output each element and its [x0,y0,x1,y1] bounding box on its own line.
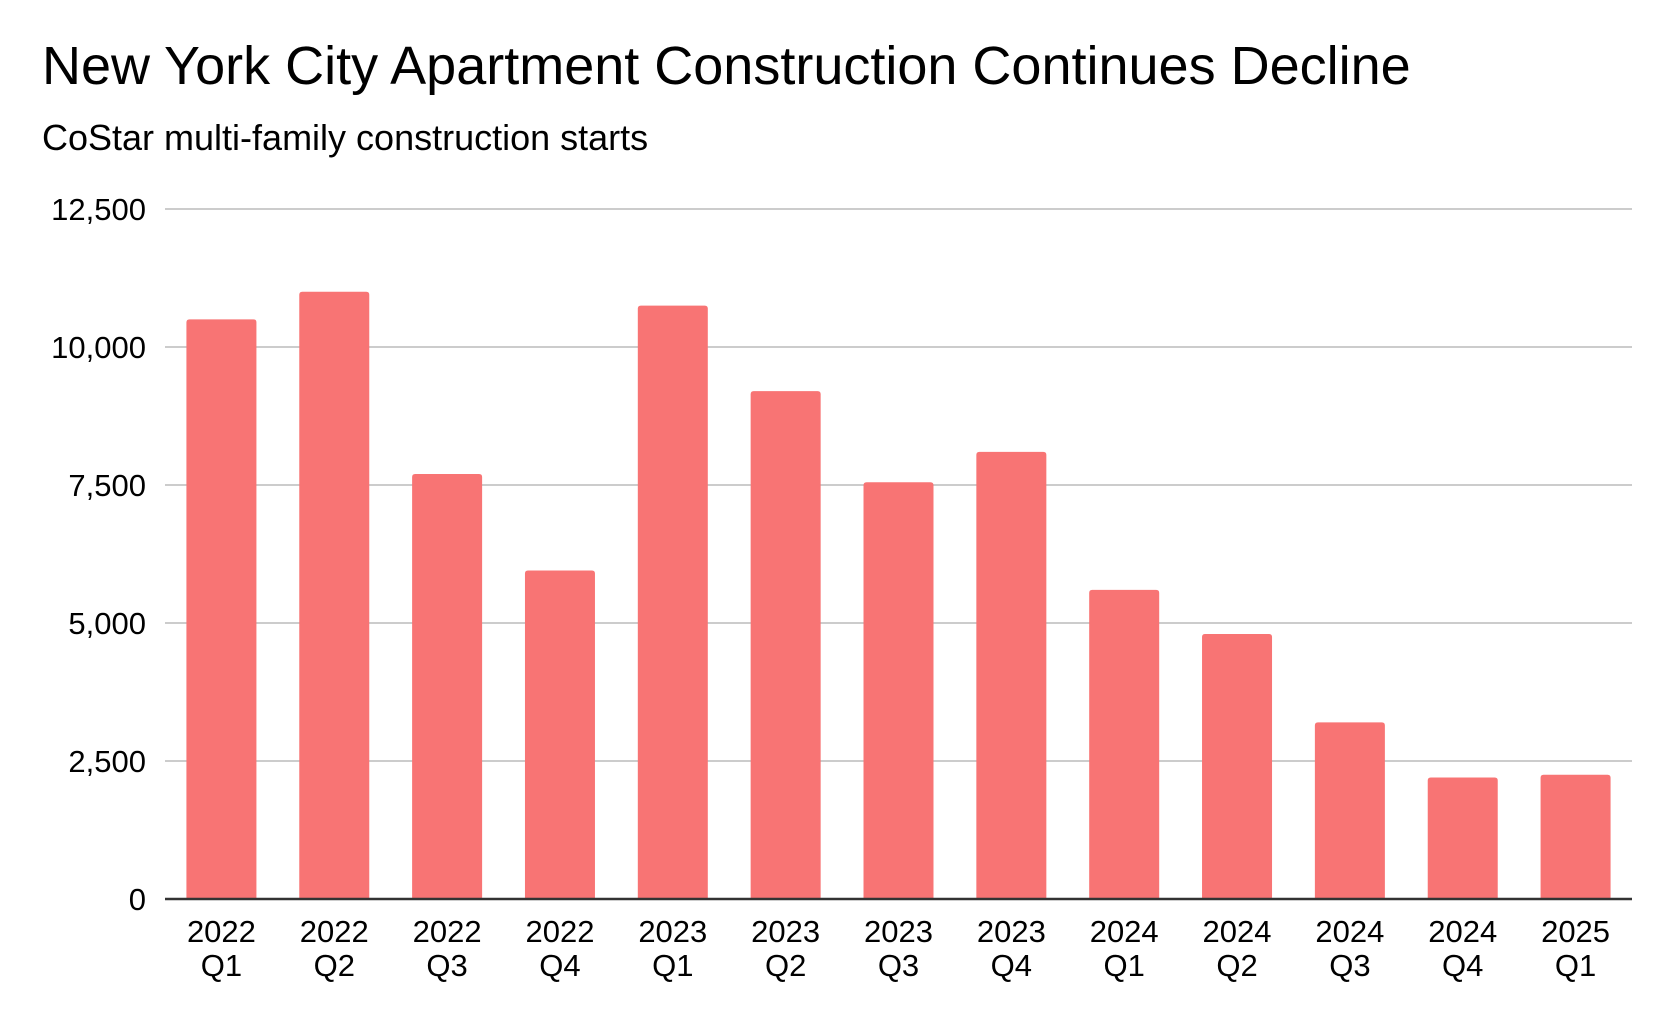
x-tick-label: Q1 [1555,948,1596,983]
y-axis-tick-labels: 0 2,500 5,000 7,500 10,000 12,500 [51,192,146,917]
y-tick-label: 7,500 [68,468,146,503]
bars [186,291,1611,900]
x-tick-label: 2024 [1090,914,1159,949]
x-tick-label: Q1 [201,948,242,983]
x-tick-label: Q4 [539,948,580,983]
x-tick-label: Q3 [878,948,919,983]
x-tick-label: Q4 [1442,948,1483,983]
x-tick-label: Q1 [1104,948,1145,983]
x-tick-label: Q3 [426,948,467,983]
x-tick-label: Q3 [1329,948,1370,983]
bar [750,391,821,899]
bar [1427,777,1498,899]
x-tick-label: 2023 [864,914,933,949]
bar [1202,634,1273,899]
x-tick-label: Q1 [652,948,693,983]
x-tick-label: 2022 [187,914,256,949]
bar [1314,722,1385,899]
x-axis-tick-labels: 2022Q12022Q22022Q32022Q42023Q12023Q22023… [187,914,1610,983]
y-tick-label: 10,000 [51,330,146,365]
chart-title: New York City Apartment Construction Con… [42,36,1411,96]
bar [1540,774,1611,899]
x-tick-label: 2022 [525,914,594,949]
x-tick-label: Q2 [765,948,806,983]
bar [186,319,257,899]
bar [976,451,1047,899]
bar [863,482,934,899]
y-tick-label: 12,500 [51,192,146,227]
bar [299,291,370,899]
x-tick-label: Q2 [314,948,355,983]
bar [637,305,708,900]
x-tick-label: 2025 [1541,914,1610,949]
y-tick-label: 0 [129,882,146,917]
x-tick-label: 2023 [638,914,707,949]
x-tick-label: 2023 [751,914,820,949]
x-tick-label: 2022 [300,914,369,949]
x-tick-label: 2024 [1315,914,1384,949]
y-tick-label: 2,500 [68,744,146,779]
y-tick-label: 5,000 [68,606,146,641]
x-tick-label: 2024 [1428,914,1497,949]
x-tick-label: 2022 [413,914,482,949]
x-tick-label: 2023 [977,914,1046,949]
bar [412,473,483,899]
x-tick-label: Q2 [1216,948,1257,983]
chart-subtitle: CoStar multi-family construction starts [42,117,649,158]
bar [524,570,595,899]
x-tick-label: Q4 [991,948,1032,983]
bar [1089,589,1160,899]
x-tick-label: 2024 [1203,914,1272,949]
